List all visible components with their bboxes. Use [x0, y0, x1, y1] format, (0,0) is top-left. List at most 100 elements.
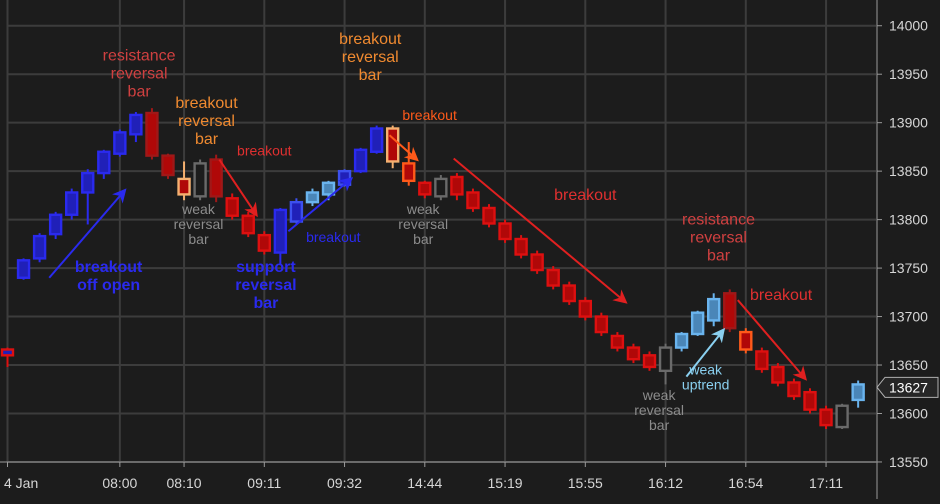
- candle-body: [113, 131, 127, 155]
- annotation-label: breakout reversal bar: [339, 31, 402, 84]
- candle-body: [32, 234, 47, 260]
- candle-body: [16, 259, 31, 279]
- candle-body: [450, 175, 464, 196]
- annotation-line: resistance: [103, 48, 176, 65]
- candle-body: [225, 197, 239, 217]
- candle-body: [707, 297, 721, 322]
- candle-body: [546, 268, 560, 287]
- candle-body: [578, 299, 592, 318]
- candle-body: [369, 127, 384, 153]
- annotation-line: bar: [188, 231, 209, 247]
- candle-body: [241, 214, 255, 235]
- annotation-label: weak reversal bar: [634, 387, 684, 433]
- annotation-label: breakout off open: [75, 259, 143, 294]
- candle-body: [418, 181, 432, 196]
- annotation-line: weak: [181, 201, 216, 217]
- y-tick-label: 14000: [889, 18, 928, 34]
- candle-body: [402, 162, 416, 183]
- candle-body: [64, 191, 79, 216]
- candle-body: [755, 350, 769, 371]
- annotation-line: reversal: [235, 277, 296, 294]
- annotation-line: bar: [195, 131, 219, 148]
- y-tick-label: 13800: [889, 212, 928, 228]
- candle-body: [498, 222, 512, 241]
- candle-body: [610, 334, 625, 349]
- x-tick-label: 08:10: [167, 475, 202, 491]
- last-price-tag: [876, 376, 939, 398]
- candle-body: [193, 162, 207, 198]
- candle-body: [209, 158, 223, 198]
- candle-layer: [0, 108, 865, 429]
- arrow-layer: [48, 134, 808, 381]
- candle-body: [739, 330, 753, 351]
- y-tick-label: 13950: [889, 66, 928, 82]
- candle-body: [819, 408, 833, 427]
- x-tick-label: 16:54: [728, 475, 763, 491]
- annotation-label: weak uptrend: [682, 362, 729, 393]
- annotation-line: reversal: [342, 49, 399, 66]
- x-tick-label: 14:44: [407, 475, 442, 491]
- annotation-label: weak reversal bar: [398, 201, 448, 247]
- candle-body: [690, 311, 705, 336]
- candle-body: [434, 177, 448, 198]
- candle-body: [562, 284, 576, 303]
- annotation-arrow: [287, 177, 354, 233]
- annotation-line: bar: [253, 295, 278, 312]
- last-price-label: 13627: [889, 379, 928, 395]
- annotation-line: bar: [707, 247, 731, 264]
- annotation-line: breakout: [175, 95, 238, 112]
- candle-body: [97, 150, 111, 175]
- candle-body: [514, 237, 528, 256]
- y-tick-label: 13600: [889, 405, 928, 421]
- candle-body: [257, 233, 271, 252]
- x-tick-label: 15:19: [488, 475, 523, 491]
- annotation-line: resistance: [682, 211, 755, 228]
- annotation-line: off open: [77, 277, 140, 294]
- candle-body: [803, 390, 817, 411]
- x-tick-label: 16:12: [648, 475, 683, 491]
- annotation-line: breakout: [554, 187, 617, 204]
- annotation-line: reversal: [634, 402, 684, 418]
- annotation-line: breakout: [306, 229, 361, 245]
- annotation-arrow: [685, 327, 726, 378]
- annotation-label: resistance reversal bar: [103, 48, 176, 101]
- annotation-arrow: [737, 299, 808, 381]
- annotation-line: breakout: [402, 107, 457, 123]
- y-tick-label: 13650: [889, 357, 928, 373]
- candle-body: [466, 191, 480, 210]
- candle-body: [353, 148, 368, 173]
- annotation-line: bar: [128, 84, 152, 101]
- x-tick-label: 15:55: [568, 475, 603, 491]
- x-tick-label: 17:11: [809, 475, 843, 491]
- annotation-label: breakout: [237, 143, 292, 159]
- annotation-line: support: [236, 259, 296, 276]
- annotation-label: breakout: [402, 107, 457, 123]
- candle-body: [145, 111, 159, 157]
- candle-body: [594, 315, 609, 334]
- x-tick-label: 4 Jan: [4, 475, 38, 491]
- candle-body: [305, 191, 320, 204]
- x-tick-label: 08:00: [102, 475, 137, 491]
- annotation-line: bar: [649, 417, 670, 433]
- annotation-line: reversal: [690, 229, 747, 246]
- annotation-arrow: [218, 158, 258, 218]
- annotation-line: uptrend: [682, 377, 729, 393]
- candle-body: [386, 127, 400, 163]
- candle-body: [129, 113, 143, 136]
- candle-body: [48, 213, 63, 236]
- candle-body: [626, 346, 641, 361]
- candle-body: [851, 383, 865, 402]
- candle-body: [289, 200, 304, 223]
- annotation-line: weak: [642, 387, 677, 403]
- annotation-line: bar: [413, 231, 434, 247]
- annotation-label: support reversal bar: [235, 259, 296, 312]
- candle-body: [771, 365, 785, 384]
- candle-body: [835, 404, 849, 429]
- candle-body: [321, 181, 336, 196]
- annotation-line: reversal: [111, 66, 168, 83]
- x-tick-label: 09:32: [327, 475, 362, 491]
- annotation-line: weak: [688, 362, 723, 378]
